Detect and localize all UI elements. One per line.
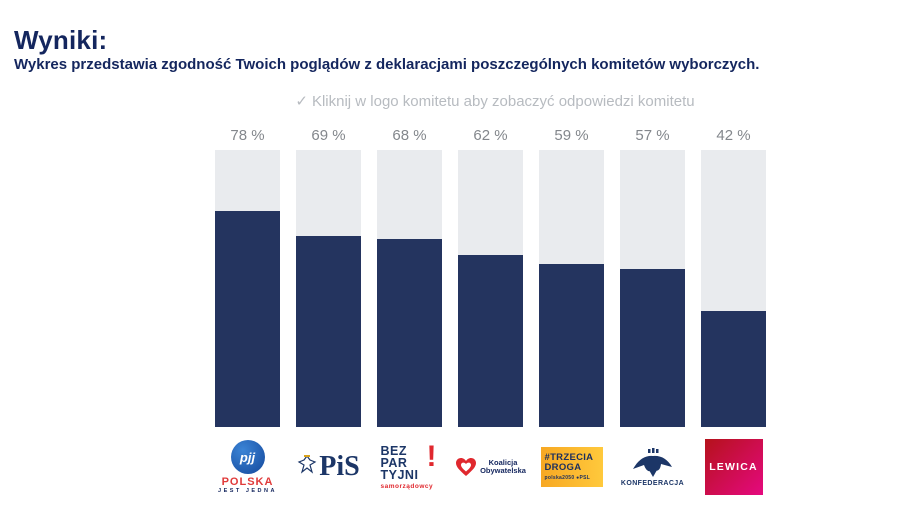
bezpartyjni-line1: BEZ [380,443,407,458]
bar-fill [620,269,685,427]
bar-value-label: 42 % [716,127,751,144]
logo-konfederacja[interactable]: KONFEDERACJA [620,432,685,502]
bar-value-label: 62 % [473,127,508,144]
trzecia-droga-badge: #TRZECIA DROGA polska2050 ●PSL [540,447,603,487]
bar-value-label: 78 % [230,127,265,144]
chart-column-konfederacja: 57 % KONFEDERACJA [620,128,685,502]
ko-heart-icon [456,458,477,476]
logo-polska-jest-jedna[interactable]: pjj POLSKA JEST JEDNA [215,432,280,502]
check-icon: ✓ [295,93,308,110]
page-subtitle: Wykres przedstawia zgodność Twoich poglą… [14,56,760,73]
logo-trzecia-droga[interactable]: #TRZECIA DROGA polska2050 ●PSL [539,432,604,502]
logo-pis[interactable]: PiS [296,432,361,502]
bezpartyjni-sub: samorządowcy [380,482,434,490]
chart-column-lewica: 42 % LEWICA [701,128,766,502]
pjj-logo-line2: JEST JEDNA [218,488,277,494]
trzecia-droga-line1: #TRZECIA [544,452,594,463]
bar-value-label: 57 % [635,127,670,144]
chart-column-pis: 69 % PiS [296,128,361,502]
ko-logo-line1: Koalicja [488,458,518,467]
bar-value-label: 59 % [554,127,589,144]
pjj-logo-icon: pjj [230,440,265,474]
logo-bezpartyjni-samorzadowcy[interactable]: BEZ PAR TYJNI ! samorządowcy [377,432,442,502]
bar-track [377,150,442,427]
konfederacja-logo-text: KONFEDERACJA [620,480,685,487]
bezpartyjni-line2: PAR [380,455,408,470]
results-bar-chart: 78 % pjj POLSKA JEST JEDNA 69 % [215,128,766,502]
pis-logo-text: PiS [319,451,360,482]
chart-column-polska-jest-jedna: 78 % pjj POLSKA JEST JEDNA [215,128,280,502]
logo-koalicja-obywatelska[interactable]: Koalicja Obywatelska [456,432,526,502]
trzecia-droga-line2: DROGA [544,462,582,473]
bar-track [620,150,685,427]
logo-lewica[interactable]: LEWICA [701,432,766,502]
bar-track [296,150,361,427]
chart-column-trzecia-droga: 59 % #TRZECIA DROGA polska2050 ●PSL [539,128,604,502]
bar-fill [296,235,361,427]
bar-fill [458,255,523,427]
bar-value-label: 69 % [311,127,346,144]
bezpartyjni-exclamation: ! [426,439,437,473]
pis-eagle-icon [297,455,317,474]
bezpartyjni-line3: TYJNI [380,467,419,482]
page-title: Wyniki: [14,25,108,56]
chart-hint-text: Kliknij w logo komitetu aby zobaczyć odp… [311,93,695,110]
chart-hint: ✓ Kliknij w logo komitetu aby zobaczyć od… [215,92,775,110]
pjj-logo-line1: POLSKA [221,476,274,488]
bar-fill [701,310,766,427]
chart-column-bezpartyjni: 68 % BEZ PAR TYJNI ! samorządowcy [377,128,442,502]
chart-column-koalicja-obywatelska: 62 % Koalicja Obywatelska [456,127,526,502]
lewica-logo-text: LEWICA [709,461,758,473]
lewica-badge: LEWICA [704,439,763,495]
bar-track [539,150,604,427]
bar-track [458,150,523,427]
bar-fill [539,263,604,427]
bar-track [215,150,280,427]
trzecia-droga-sub: polska2050 ●PSL [544,475,591,481]
bar-fill [377,238,442,427]
ko-logo-line2: Obywatelska [480,466,526,475]
bar-track [701,150,766,427]
bar-fill [215,210,280,427]
bar-value-label: 68 % [392,127,427,144]
konfederacja-eagle-icon [633,448,673,477]
